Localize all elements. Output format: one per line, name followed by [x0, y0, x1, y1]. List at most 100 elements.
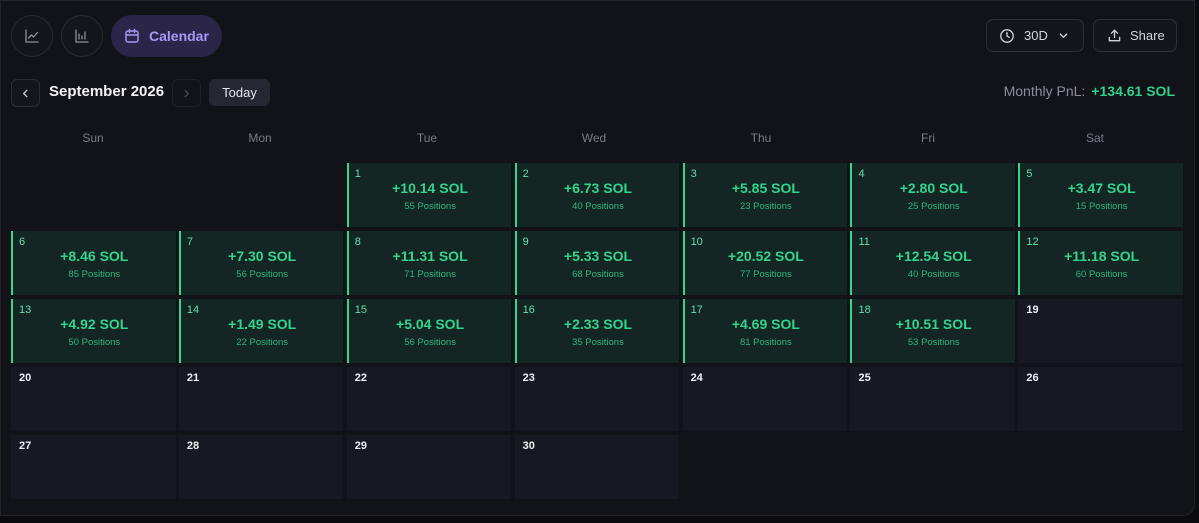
day-number: 2	[522, 168, 529, 180]
day-number: 28	[186, 440, 200, 452]
range-select-value: 30D	[1024, 28, 1048, 43]
calendar-day-cell[interactable]: 21	[178, 367, 344, 431]
calendar-day-cell[interactable]: 14 +1.49 SOL 22 Positions	[178, 299, 344, 363]
weekday-label: Thu	[750, 131, 772, 145]
calendar-day-cell[interactable]: 28	[178, 435, 344, 499]
day-positions-count: 85 Positions	[68, 269, 121, 280]
calendar-day-cell[interactable]: 26	[1018, 367, 1183, 431]
day-pnl-value: +5.85 SOL	[731, 180, 800, 196]
calendar-day-cell[interactable]: 19	[1018, 299, 1183, 363]
day-positions-count: 60 Positions	[1075, 269, 1128, 280]
day-pnl-value: +20.52 SOL	[727, 248, 804, 264]
day-number: 30	[522, 440, 535, 452]
day-number: 18	[858, 304, 871, 316]
calendar-day-cell[interactable]: 1 +10.14 SOL 55 Positions	[346, 163, 512, 227]
day-positions-count: 40 Positions	[907, 269, 960, 280]
calendar-day-cell[interactable]: 2 +6.73 SOL 40 Positions	[514, 163, 680, 227]
calendar-day-cell[interactable]: 25	[850, 367, 1016, 431]
share-button[interactable]: Share	[1093, 19, 1177, 52]
share-label: Share	[1130, 28, 1165, 43]
weekday-label: Fri	[921, 131, 935, 145]
calendar-view-button[interactable]: Calendar	[111, 15, 222, 57]
day-pnl-value: +2.33 SOL	[563, 316, 633, 332]
calendar-icon	[124, 28, 140, 44]
day-number: 13	[19, 304, 32, 316]
day-pnl-value: +8.46 SOL	[60, 248, 129, 264]
chevron-left-icon	[20, 88, 31, 99]
previous-month-button[interactable]	[11, 79, 40, 107]
day-pnl-value: +6.73 SOL	[563, 180, 633, 196]
calendar-view-label: Calendar	[149, 28, 209, 44]
calendar-day-cell[interactable]: 24	[682, 367, 848, 431]
weekday-label: Sun	[82, 131, 104, 145]
calendar-day-cell[interactable]: 23	[514, 367, 680, 431]
day-positions-count: 35 Positions	[572, 337, 624, 348]
day-pnl-value: +5.33 SOL	[563, 248, 633, 264]
calendar-day-cell[interactable]: 6 +8.46 SOL 85 Positions	[11, 231, 176, 295]
calendar-day-cell[interactable]: 29	[346, 435, 512, 499]
day-number: 6	[19, 236, 26, 248]
calendar-day-cell[interactable]: 15 +5.04 SOL 56 Positions	[346, 299, 512, 363]
chevron-right-icon	[181, 88, 192, 99]
day-positions-count: 15 Positions	[1075, 201, 1128, 212]
day-pnl-value: +3.47 SOL	[1067, 180, 1136, 196]
calendar-day-cell[interactable]: 22	[346, 367, 512, 431]
today-button[interactable]: Today	[209, 79, 270, 106]
calendar-day-cell[interactable]: 13 +4.92 SOL 50 Positions	[11, 299, 176, 363]
day-number: 16	[522, 304, 535, 316]
calendar-day-cell[interactable]: 5 +3.47 SOL 15 Positions	[1018, 163, 1183, 227]
calendar-day-cell[interactable]: 30	[514, 435, 680, 499]
day-positions-count: 25 Positions	[907, 201, 960, 212]
monthly-pnl-value: +134.61 SOL	[1091, 83, 1175, 99]
day-positions-count: 23 Positions	[739, 201, 792, 212]
day-number: 12	[1026, 236, 1039, 248]
range-select[interactable]: 30D	[986, 19, 1084, 52]
calendar-day-cell[interactable]: 7 +7.30 SOL 56 Positions	[178, 231, 344, 295]
calendar-day-cell[interactable]: 8 +11.31 SOL 71 Positions	[346, 231, 512, 295]
monthly-pnl: Monthly PnL: +134.61 SOL	[1004, 83, 1175, 99]
day-positions-count: 40 Positions	[572, 201, 624, 212]
calendar-day-cell[interactable]: 16 +2.33 SOL 35 Positions	[514, 299, 680, 363]
calendar-blank-cell	[11, 163, 176, 227]
day-number: 3	[690, 168, 697, 180]
day-positions-count: 71 Positions	[404, 269, 456, 280]
calendar-day-cell[interactable]: 17 +4.69 SOL 81 Positions	[682, 299, 848, 363]
calendar-day-cell[interactable]: 12 +11.18 SOL 60 Positions	[1018, 231, 1183, 295]
calendar-day-cell[interactable]: 10 +20.52 SOL 77 Positions	[682, 231, 848, 295]
day-number: 19	[1026, 304, 1039, 316]
line-chart-view-button[interactable]	[11, 15, 53, 57]
calendar-day-cell[interactable]: 9 +5.33 SOL 68 Positions	[514, 231, 680, 295]
day-number: 26	[1026, 372, 1039, 384]
calendar-day-cell[interactable]: 20	[11, 367, 176, 431]
day-number: 9	[522, 236, 529, 248]
next-month-button[interactable]	[172, 79, 201, 107]
day-number: 11	[858, 236, 870, 248]
clock-icon	[999, 28, 1015, 44]
day-positions-count: 55 Positions	[404, 201, 456, 212]
monthly-pnl-label: Monthly PnL:	[1003, 83, 1086, 99]
day-number: 8	[354, 236, 361, 248]
day-pnl-value: +12.54 SOL	[895, 248, 972, 264]
day-number: 25	[858, 372, 871, 384]
weekday-label: Wed	[581, 131, 607, 145]
day-pnl-value: +7.30 SOL	[228, 248, 297, 264]
day-pnl-value: +2.80 SOL	[899, 180, 968, 196]
calendar-day-cell[interactable]: 27	[11, 435, 176, 499]
day-pnl-value: +1.49 SOL	[228, 316, 297, 332]
day-number: 17	[690, 304, 703, 316]
month-title: September 2026	[49, 83, 165, 100]
day-number: 21	[186, 372, 200, 384]
day-pnl-value: +4.92 SOL	[60, 316, 129, 332]
bar-chart-icon	[74, 28, 90, 44]
day-pnl-value: +4.69 SOL	[731, 316, 800, 332]
day-number: 7	[186, 236, 194, 248]
bar-chart-view-button[interactable]	[61, 15, 103, 57]
day-number: 29	[354, 440, 368, 452]
calendar-day-cell[interactable]: 3 +5.85 SOL 23 Positions	[682, 163, 848, 227]
calendar-day-cell[interactable]: 11 +12.54 SOL 40 Positions	[850, 231, 1016, 295]
calendar-blank-cell	[179, 163, 344, 227]
calendar-day-cell[interactable]: 4 +2.80 SOL 25 Positions	[850, 163, 1016, 227]
calendar-day-cell[interactable]: 18 +10.51 SOL 53 Positions	[850, 299, 1016, 363]
weekday-header: Sun Mon Tue Wed Thu Fri Sat	[11, 131, 1177, 145]
